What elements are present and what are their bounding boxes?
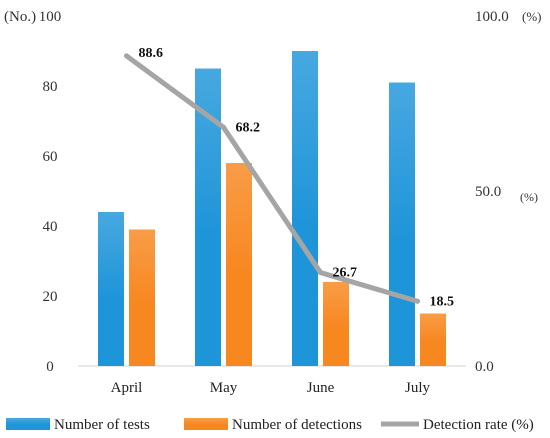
detection-rate-point-july [415,298,420,304]
detection-rate-point-april [124,53,129,59]
bar-series [98,51,446,366]
bar-number-of-detections-june [323,282,349,366]
detection-rate-label-july: 18.5 [430,294,455,309]
legend: Number of tests Number of detections Detec… [6,417,534,433]
x-axis-labels: April May June July [111,380,431,396]
detection-rate-label-may: 68.2 [236,120,261,135]
y-left-tick-4: 80 [43,79,58,95]
y-right-unit-top: (%) [522,9,542,24]
y-left-tick-2: 40 [43,219,58,235]
bar-number-of-detections-april [129,229,155,366]
detection-rate-line [124,53,420,304]
detection-rate-label-april: 88.6 [139,46,164,61]
x-tick-april: April [111,380,143,396]
bar-number-of-detections-july [420,313,446,366]
legend-swatch-number-of-tests [6,418,50,430]
y-axis-right: (%) (%) 0.0 50.0 100.0 [475,9,542,375]
y-right-tick-2: 100.0 [475,9,509,25]
y-right-tick-1: 50.0 [475,184,501,200]
bar-number-of-tests-july [389,82,415,366]
bar-number-of-tests-april [98,212,124,366]
y-axis-left: (No.) 0 20 40 60 80 100 [4,9,61,375]
y-right-unit-mid: (%) [520,190,538,204]
y-left-tick-5: 100 [39,9,62,25]
y-right-tick-0: 0.0 [475,359,494,375]
y-left-tick-3: 60 [43,149,58,165]
y-left-tick-1: 20 [43,289,58,305]
detection-rate-point-may [221,124,226,130]
x-tick-may: May [210,380,238,396]
legend-label-number-of-detections: Number of detections [232,417,362,433]
bar-number-of-detections-may [226,163,252,366]
x-tick-june: June [307,380,335,396]
legend-label-number-of-tests: Number of tests [54,417,150,433]
line-series: 88.6 68.2 26.7 18.5 [124,46,454,309]
legend-swatch-number-of-detections [184,418,228,430]
x-tick-july: July [405,380,431,396]
legend-label-detection-rate: Detection rate (%) [423,417,534,433]
detection-rate-point-june [318,270,323,276]
detection-rate-label-june: 26.7 [333,266,358,281]
y-left-unit: (No.) [4,9,36,25]
y-left-tick-0: 0 [46,359,54,375]
bar-number-of-tests-june [292,51,318,366]
